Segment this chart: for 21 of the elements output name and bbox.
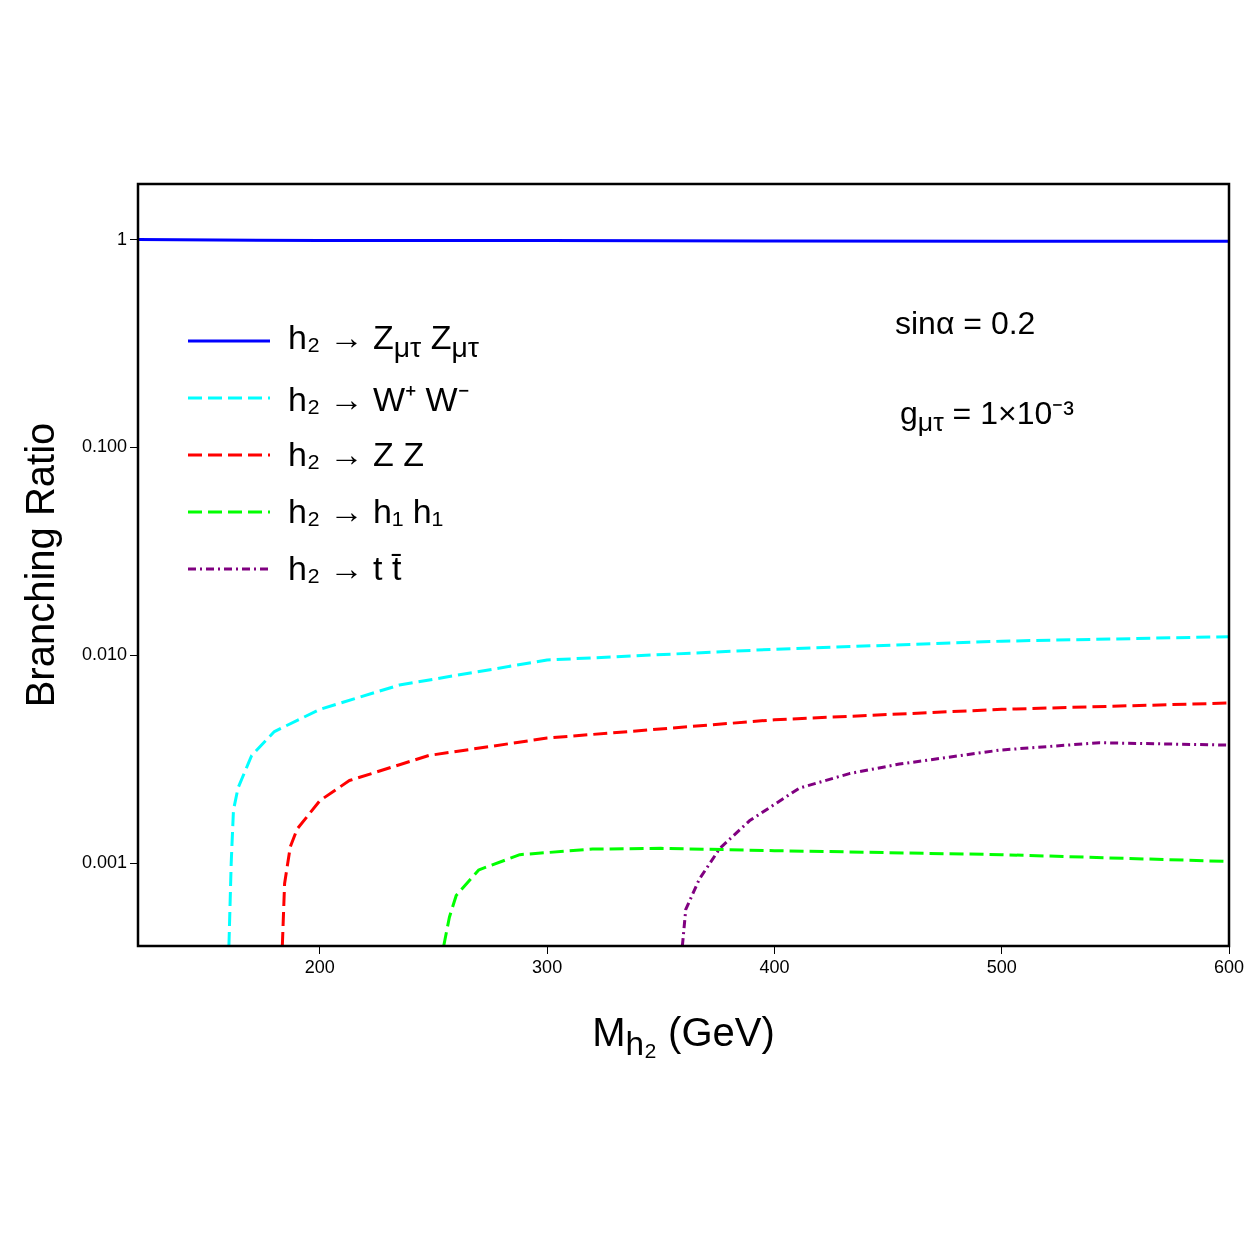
y-tick-label: 1 — [116, 228, 127, 249]
y-tick-label: 0.001 — [81, 852, 127, 873]
y-tick-label: 0.010 — [81, 644, 127, 665]
x-tick-label: 300 — [532, 956, 563, 977]
line-series — [280, 701, 1229, 946]
legend-label: h₂ → h₁ h₁ — [288, 492, 444, 531]
annotation: sinα = 0.2 — [895, 305, 1036, 342]
y-axis-title: Branching Ratio — [17, 422, 63, 708]
x-tick-label: 600 — [1213, 956, 1245, 977]
annotation: g$_{μτ}$ = 1×10⁻³ — [900, 394, 1074, 439]
x-tick-label: 500 — [986, 956, 1017, 977]
legend-label: h₂ → Z Z — [288, 435, 424, 474]
legend-label: h₂ → Z$_{μτ}$ Z$_{μτ}$ — [288, 317, 480, 364]
line-series — [680, 741, 1229, 946]
x-axis-title: M$_{h₂}$ (GeV) — [591, 1010, 776, 1063]
x-tick-label: 400 — [759, 956, 790, 977]
x-tick-label: 200 — [304, 956, 335, 977]
legend-label: h₂ → t t̄ — [288, 549, 402, 588]
legend-label: h₂ → W⁺ W⁻ — [288, 378, 469, 420]
line-series — [227, 635, 1229, 946]
y-tick-label: 0.100 — [81, 436, 127, 457]
